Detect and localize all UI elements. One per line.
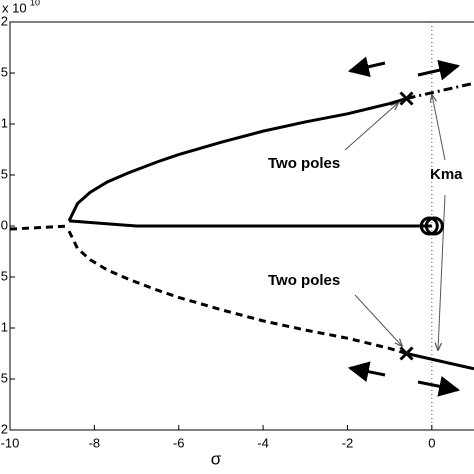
pole-marker <box>399 91 414 106</box>
locus-line <box>9 224 70 231</box>
y-exponent: 10 <box>30 0 40 7</box>
y-tick-label: 5 <box>1 370 8 385</box>
zero-marker <box>424 216 444 236</box>
locus-line <box>67 97 407 222</box>
x-axis-label: σ <box>211 449 222 468</box>
x-tick-label: -8 <box>89 435 101 450</box>
annotation: Two poles <box>268 155 340 172</box>
y-tick-label: 1 <box>1 115 8 130</box>
locus-line <box>406 352 474 371</box>
annotation-arrows <box>344 95 446 350</box>
pole-marker <box>399 346 414 361</box>
y-tick-label: 5 <box>1 166 8 181</box>
x-tick-label: -6 <box>173 435 185 450</box>
x-tick-label: -10 <box>1 435 20 450</box>
x-tick-label: -2 <box>342 435 354 450</box>
y-tick-label: 5 <box>1 64 8 79</box>
y-tick-label: 2 <box>1 13 8 28</box>
locus-line <box>68 219 432 228</box>
y-tick-label: 5 <box>1 268 8 283</box>
y-multiplier: x 10 <box>2 0 27 15</box>
y-tick-label: 2 <box>1 421 8 436</box>
locus-line <box>67 230 407 355</box>
y-tick-label: 1 <box>1 319 8 334</box>
direction-arrows <box>347 56 461 397</box>
y-tick-label: 0 <box>1 217 8 232</box>
annotation: Kma <box>430 166 463 183</box>
x-tick-label: 0 <box>428 435 435 450</box>
annotation: Two poles <box>268 272 340 289</box>
locus-line <box>406 81 474 100</box>
x-tick-label: -4 <box>257 435 269 450</box>
